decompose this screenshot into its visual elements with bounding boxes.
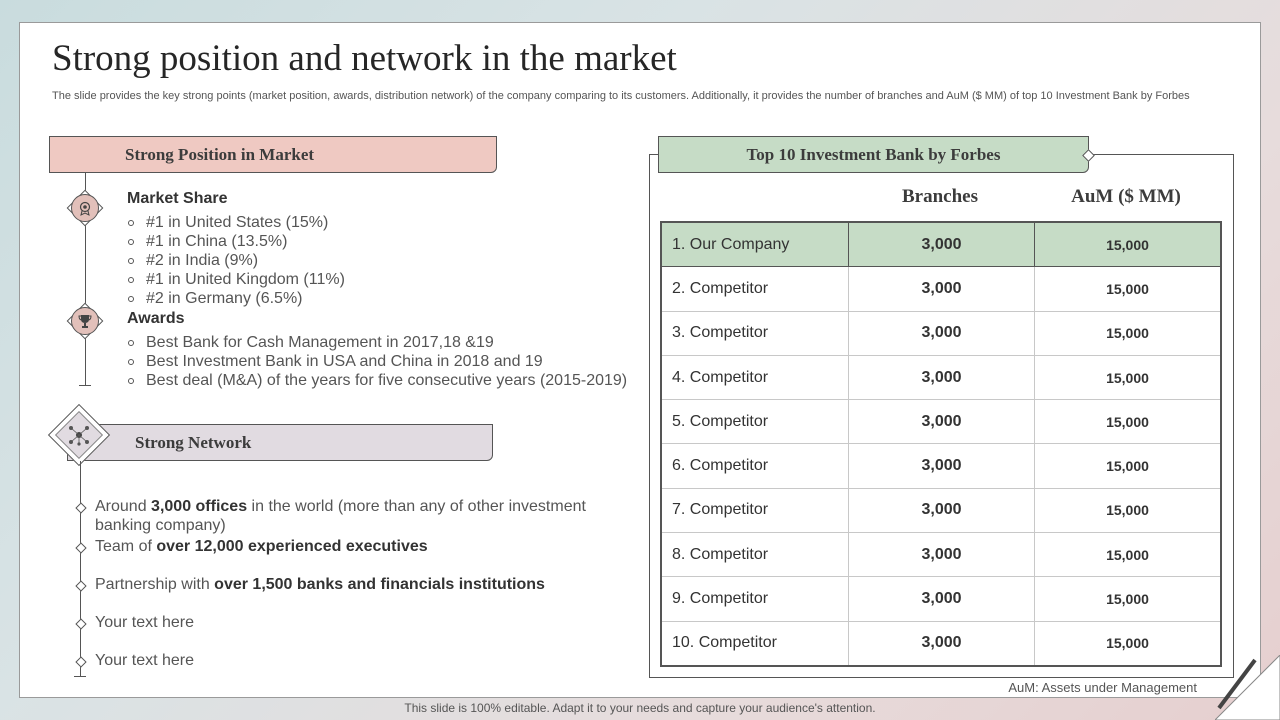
cell-name: 4. Competitor: [661, 355, 849, 401]
bank-table: 1. Our Company 3,000 15,000 2. Competitor 3,…: [660, 221, 1222, 667]
cell-name: 5. Competitor: [661, 399, 849, 445]
network-item-pre: Around: [95, 498, 152, 515]
slide-canvas: Strong position and network in the marke…: [19, 22, 1261, 698]
table-row: 5. Competitor 3,000 15,000: [661, 399, 1221, 445]
network-header: Strong Network: [67, 424, 493, 461]
cell-aum: 15,000: [1034, 222, 1221, 268]
table-row: 1. Our Company 3,000 15,000: [661, 222, 1221, 268]
table-row: 6. Competitor 3,000 15,000: [661, 443, 1221, 489]
list-item: Best Investment Bank in USA and China in…: [127, 352, 627, 371]
cell-aum: 15,000: [1034, 576, 1221, 622]
cell-name: 2. Competitor: [661, 266, 849, 312]
cell-aum: 15,000: [1034, 621, 1221, 667]
table-row: 10. Competitor 3,000 15,000: [661, 621, 1221, 667]
timeline-end: [79, 385, 91, 386]
table-row: 8. Competitor 3,000 15,000: [661, 532, 1221, 578]
aum-note: AuM: Assets under Management: [1008, 680, 1197, 695]
cell-branches: 3,000: [848, 621, 1035, 667]
col-branches-header: Branches: [902, 186, 978, 207]
network-bullet: [75, 502, 87, 514]
table-header: Top 10 Investment Bank by Forbes: [658, 136, 1089, 173]
table-row: 2. Competitor 3,000 15,000: [661, 266, 1221, 312]
network-bullet: [75, 656, 87, 668]
list-item: #2 in India (9%): [127, 251, 345, 270]
cell-branches: 3,000: [848, 266, 1035, 312]
cell-branches: 3,000: [848, 222, 1035, 268]
cell-name: 6. Competitor: [661, 443, 849, 489]
position-timeline: [85, 173, 86, 386]
cell-aum: 15,000: [1034, 443, 1221, 489]
cell-name: 3. Competitor: [661, 311, 849, 356]
network-item: Your text here: [95, 651, 605, 670]
cell-branches: 3,000: [848, 488, 1035, 534]
cell-aum: 15,000: [1034, 399, 1221, 445]
cell-name: 10. Competitor: [661, 621, 849, 667]
network-bullet: [75, 618, 87, 630]
table-row: 3. Competitor 3,000 15,000: [661, 311, 1221, 356]
footer-text: This slide is 100% editable. Adapt it to…: [404, 701, 876, 715]
cell-aum: 15,000: [1034, 355, 1221, 401]
table-row: 4. Competitor 3,000 15,000: [661, 355, 1221, 401]
position-header: Strong Position in Market: [49, 136, 497, 173]
market-share-list: #1 in United States (15%) #1 in China (13…: [127, 213, 345, 308]
awards-list: Best Bank for Cash Management in 2017,18…: [127, 333, 627, 390]
cell-aum: 15,000: [1034, 532, 1221, 578]
network-item-pre: Your text here: [95, 614, 195, 631]
list-item: #1 in China (13.5%): [127, 232, 345, 251]
network-bullet: [75, 542, 87, 554]
network-timeline-end: [74, 676, 86, 677]
network-item-bold: over 1,500 banks and financials institut…: [214, 576, 545, 593]
cell-branches: 3,000: [848, 576, 1035, 622]
list-item: #1 in United Kingdom (11%): [127, 270, 345, 289]
trophy-icon: [71, 307, 99, 335]
page-title: Strong position and network in the marke…: [52, 38, 677, 79]
table-row: 7. Competitor 3,000 15,000: [661, 488, 1221, 534]
network-item-post: in the world (more than any of other inv…: [95, 498, 586, 534]
cell-name: 9. Competitor: [661, 576, 849, 622]
network-item: Partnership with over 1,500 banks and fi…: [95, 575, 605, 594]
network-item-pre: Your text here: [95, 652, 195, 669]
cell-aum: 15,000: [1034, 488, 1221, 534]
network-bullet: [75, 580, 87, 592]
list-item: Best deal (M&A) of the years for five co…: [127, 371, 627, 390]
network-item: Your text here: [95, 613, 605, 632]
list-item: #1 in United States (15%): [127, 213, 345, 232]
cell-branches: 3,000: [848, 311, 1035, 356]
cell-branches: 3,000: [848, 399, 1035, 445]
award-medal-icon: [71, 194, 99, 222]
cell-aum: 15,000: [1034, 266, 1221, 312]
cell-name: 8. Competitor: [661, 532, 849, 578]
cell-branches: 3,000: [848, 443, 1035, 489]
cell-branches: 3,000: [848, 532, 1035, 578]
network-icon: [69, 426, 89, 446]
network-item-bold: over 12,000 experienced executives: [156, 538, 428, 555]
list-item: #2 in Germany (6.5%): [127, 289, 345, 308]
cell-name: 7. Competitor: [661, 488, 849, 534]
cell-branches: 3,000: [848, 355, 1035, 401]
market-share-title: Market Share: [127, 190, 228, 207]
list-item: Best Bank for Cash Management in 2017,18…: [127, 333, 627, 352]
network-item-pre: Partnership with: [95, 576, 215, 593]
page-curl-icon: [1215, 655, 1280, 720]
cell-name: 1. Our Company: [661, 222, 849, 268]
col-aum-header: AuM ($ MM): [1071, 186, 1181, 207]
awards-title: Awards: [127, 310, 185, 327]
network-timeline: [80, 461, 81, 677]
page-subtitle: The slide provides the key strong points…: [52, 90, 1190, 102]
cell-aum: 15,000: [1034, 311, 1221, 356]
table-row: 9. Competitor 3,000 15,000: [661, 576, 1221, 622]
network-item: Around 3,000 offices in the world (more …: [95, 497, 605, 535]
network-item: Team of over 12,000 experienced executiv…: [95, 537, 605, 556]
network-item-bold: 3,000 offices: [151, 498, 248, 515]
network-item-pre: Team of: [95, 538, 157, 555]
